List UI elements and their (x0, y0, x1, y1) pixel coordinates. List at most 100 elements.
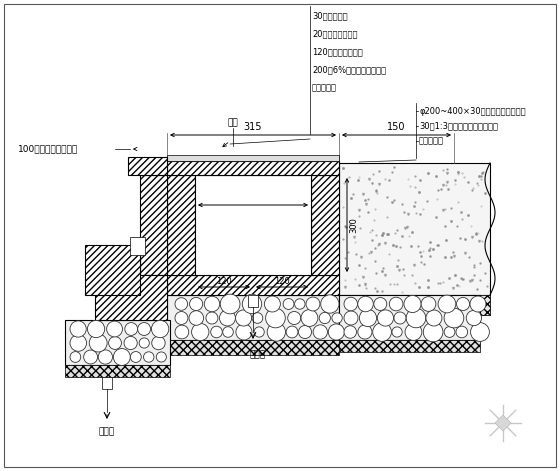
Text: 315: 315 (244, 122, 262, 132)
Circle shape (175, 325, 189, 339)
Circle shape (242, 294, 262, 314)
Circle shape (70, 352, 81, 362)
Bar (167, 155, 339, 161)
Circle shape (236, 324, 252, 340)
Text: 300: 300 (349, 217, 358, 233)
Circle shape (223, 327, 234, 337)
Circle shape (444, 326, 455, 337)
Circle shape (374, 298, 387, 310)
Polygon shape (495, 415, 511, 431)
Circle shape (298, 325, 311, 339)
Circle shape (332, 313, 342, 323)
Circle shape (109, 337, 122, 349)
Bar (339, 295, 490, 315)
Text: 200厚6%水泥稳定石层垫层: 200厚6%水泥稳定石层垫层 (312, 65, 386, 74)
Circle shape (236, 310, 251, 326)
Circle shape (143, 352, 154, 362)
Circle shape (286, 326, 298, 338)
Circle shape (344, 326, 357, 338)
Circle shape (405, 324, 422, 341)
Circle shape (444, 308, 464, 328)
Circle shape (426, 310, 442, 326)
Circle shape (70, 321, 86, 337)
Circle shape (175, 298, 188, 310)
Circle shape (83, 350, 97, 364)
Circle shape (470, 323, 489, 341)
Circle shape (421, 297, 436, 311)
Circle shape (264, 296, 281, 312)
Text: 素填土夯实: 素填土夯实 (312, 83, 337, 92)
Circle shape (328, 324, 344, 340)
Bar (167, 161, 339, 175)
Circle shape (211, 326, 222, 338)
Circle shape (377, 310, 394, 326)
Circle shape (344, 311, 358, 325)
Text: 20厚水泥砂浆面层: 20厚水泥砂浆面层 (312, 30, 357, 39)
Circle shape (124, 336, 137, 349)
Circle shape (252, 313, 263, 323)
Circle shape (151, 320, 169, 338)
Circle shape (254, 327, 264, 337)
Circle shape (313, 325, 328, 339)
Circle shape (70, 335, 87, 351)
Bar (339, 163, 490, 295)
Bar (339, 340, 480, 352)
Circle shape (301, 309, 318, 326)
Circle shape (192, 323, 209, 341)
Bar (339, 295, 490, 315)
Bar (195, 175, 311, 275)
Circle shape (204, 296, 220, 312)
Bar (248, 295, 258, 307)
Bar (130, 237, 145, 255)
Circle shape (288, 311, 301, 325)
Circle shape (265, 308, 285, 328)
Bar (65, 365, 170, 377)
Bar (167, 295, 339, 340)
Circle shape (113, 349, 130, 365)
Circle shape (220, 294, 240, 314)
Circle shape (106, 321, 123, 337)
Circle shape (175, 311, 188, 325)
Circle shape (220, 310, 235, 326)
Circle shape (89, 334, 107, 352)
Circle shape (456, 326, 468, 338)
Circle shape (98, 350, 113, 364)
Circle shape (206, 312, 218, 324)
Text: 30厚钢铁界手: 30厚钢铁界手 (312, 11, 348, 21)
Text: 盖板: 盖板 (227, 118, 239, 127)
Circle shape (394, 312, 406, 324)
Text: 30厚1:3干硬性水泥砂浆结合层: 30厚1:3干硬性水泥砂浆结合层 (419, 122, 498, 130)
Text: 混凝土垫层: 混凝土垫层 (419, 137, 444, 146)
Bar (167, 275, 339, 295)
Text: 150: 150 (388, 122, 406, 132)
Text: 200: 200 (244, 193, 262, 203)
Circle shape (406, 308, 426, 328)
Circle shape (139, 338, 150, 348)
Circle shape (358, 325, 372, 339)
Circle shape (404, 295, 421, 313)
Circle shape (456, 298, 470, 310)
Circle shape (389, 297, 403, 311)
Circle shape (267, 323, 286, 341)
Circle shape (373, 323, 391, 341)
Bar (167, 175, 195, 275)
Text: 排水口: 排水口 (250, 350, 266, 359)
Text: 120: 120 (216, 277, 232, 286)
Bar (95, 275, 167, 320)
Circle shape (190, 298, 203, 310)
Circle shape (358, 296, 374, 312)
Circle shape (344, 297, 357, 311)
Circle shape (138, 323, 151, 335)
Circle shape (321, 295, 339, 313)
Bar (140, 175, 167, 275)
Circle shape (319, 312, 330, 324)
Text: 100厚黑色花岗岩压顶: 100厚黑色花岗岩压顶 (18, 145, 78, 154)
Text: 120厚砖砌透水明沟: 120厚砖砌透水明沟 (312, 48, 363, 57)
Circle shape (130, 351, 141, 362)
Bar (311, 175, 339, 275)
Bar (167, 340, 339, 355)
Text: 溢水口: 溢水口 (99, 427, 115, 436)
Circle shape (295, 299, 305, 309)
Circle shape (392, 327, 402, 337)
Circle shape (87, 320, 105, 338)
